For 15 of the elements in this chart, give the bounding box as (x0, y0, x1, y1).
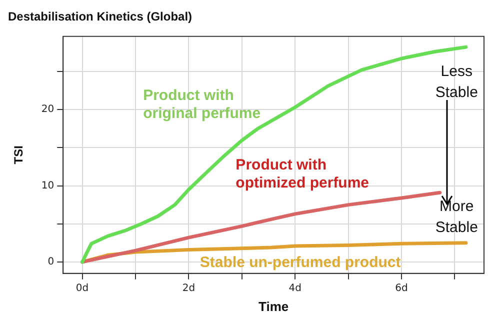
x-tick-label: 0d (76, 282, 89, 294)
series-label: Product with original perfume (143, 86, 261, 122)
x-axis-title: Time (258, 298, 289, 314)
x-tick-label: 6d (395, 282, 408, 294)
y-tick-label: 10 (41, 180, 54, 192)
annotation: More Stable (435, 198, 478, 236)
chart-title: Destabilisation Kinetics (Global) (8, 10, 192, 24)
y-axis-title: TSI (12, 146, 26, 164)
y-tick-label: 0 (48, 256, 54, 268)
series-label: Stable un-perfumed product (200, 254, 401, 271)
annotation: Less Stable (435, 63, 478, 102)
y-tick-label: 20 (41, 104, 54, 116)
x-tick-label: 4d (288, 282, 302, 294)
series-label: Product with optimized perfume (236, 156, 370, 192)
x-tick-label: 2d (182, 282, 196, 294)
